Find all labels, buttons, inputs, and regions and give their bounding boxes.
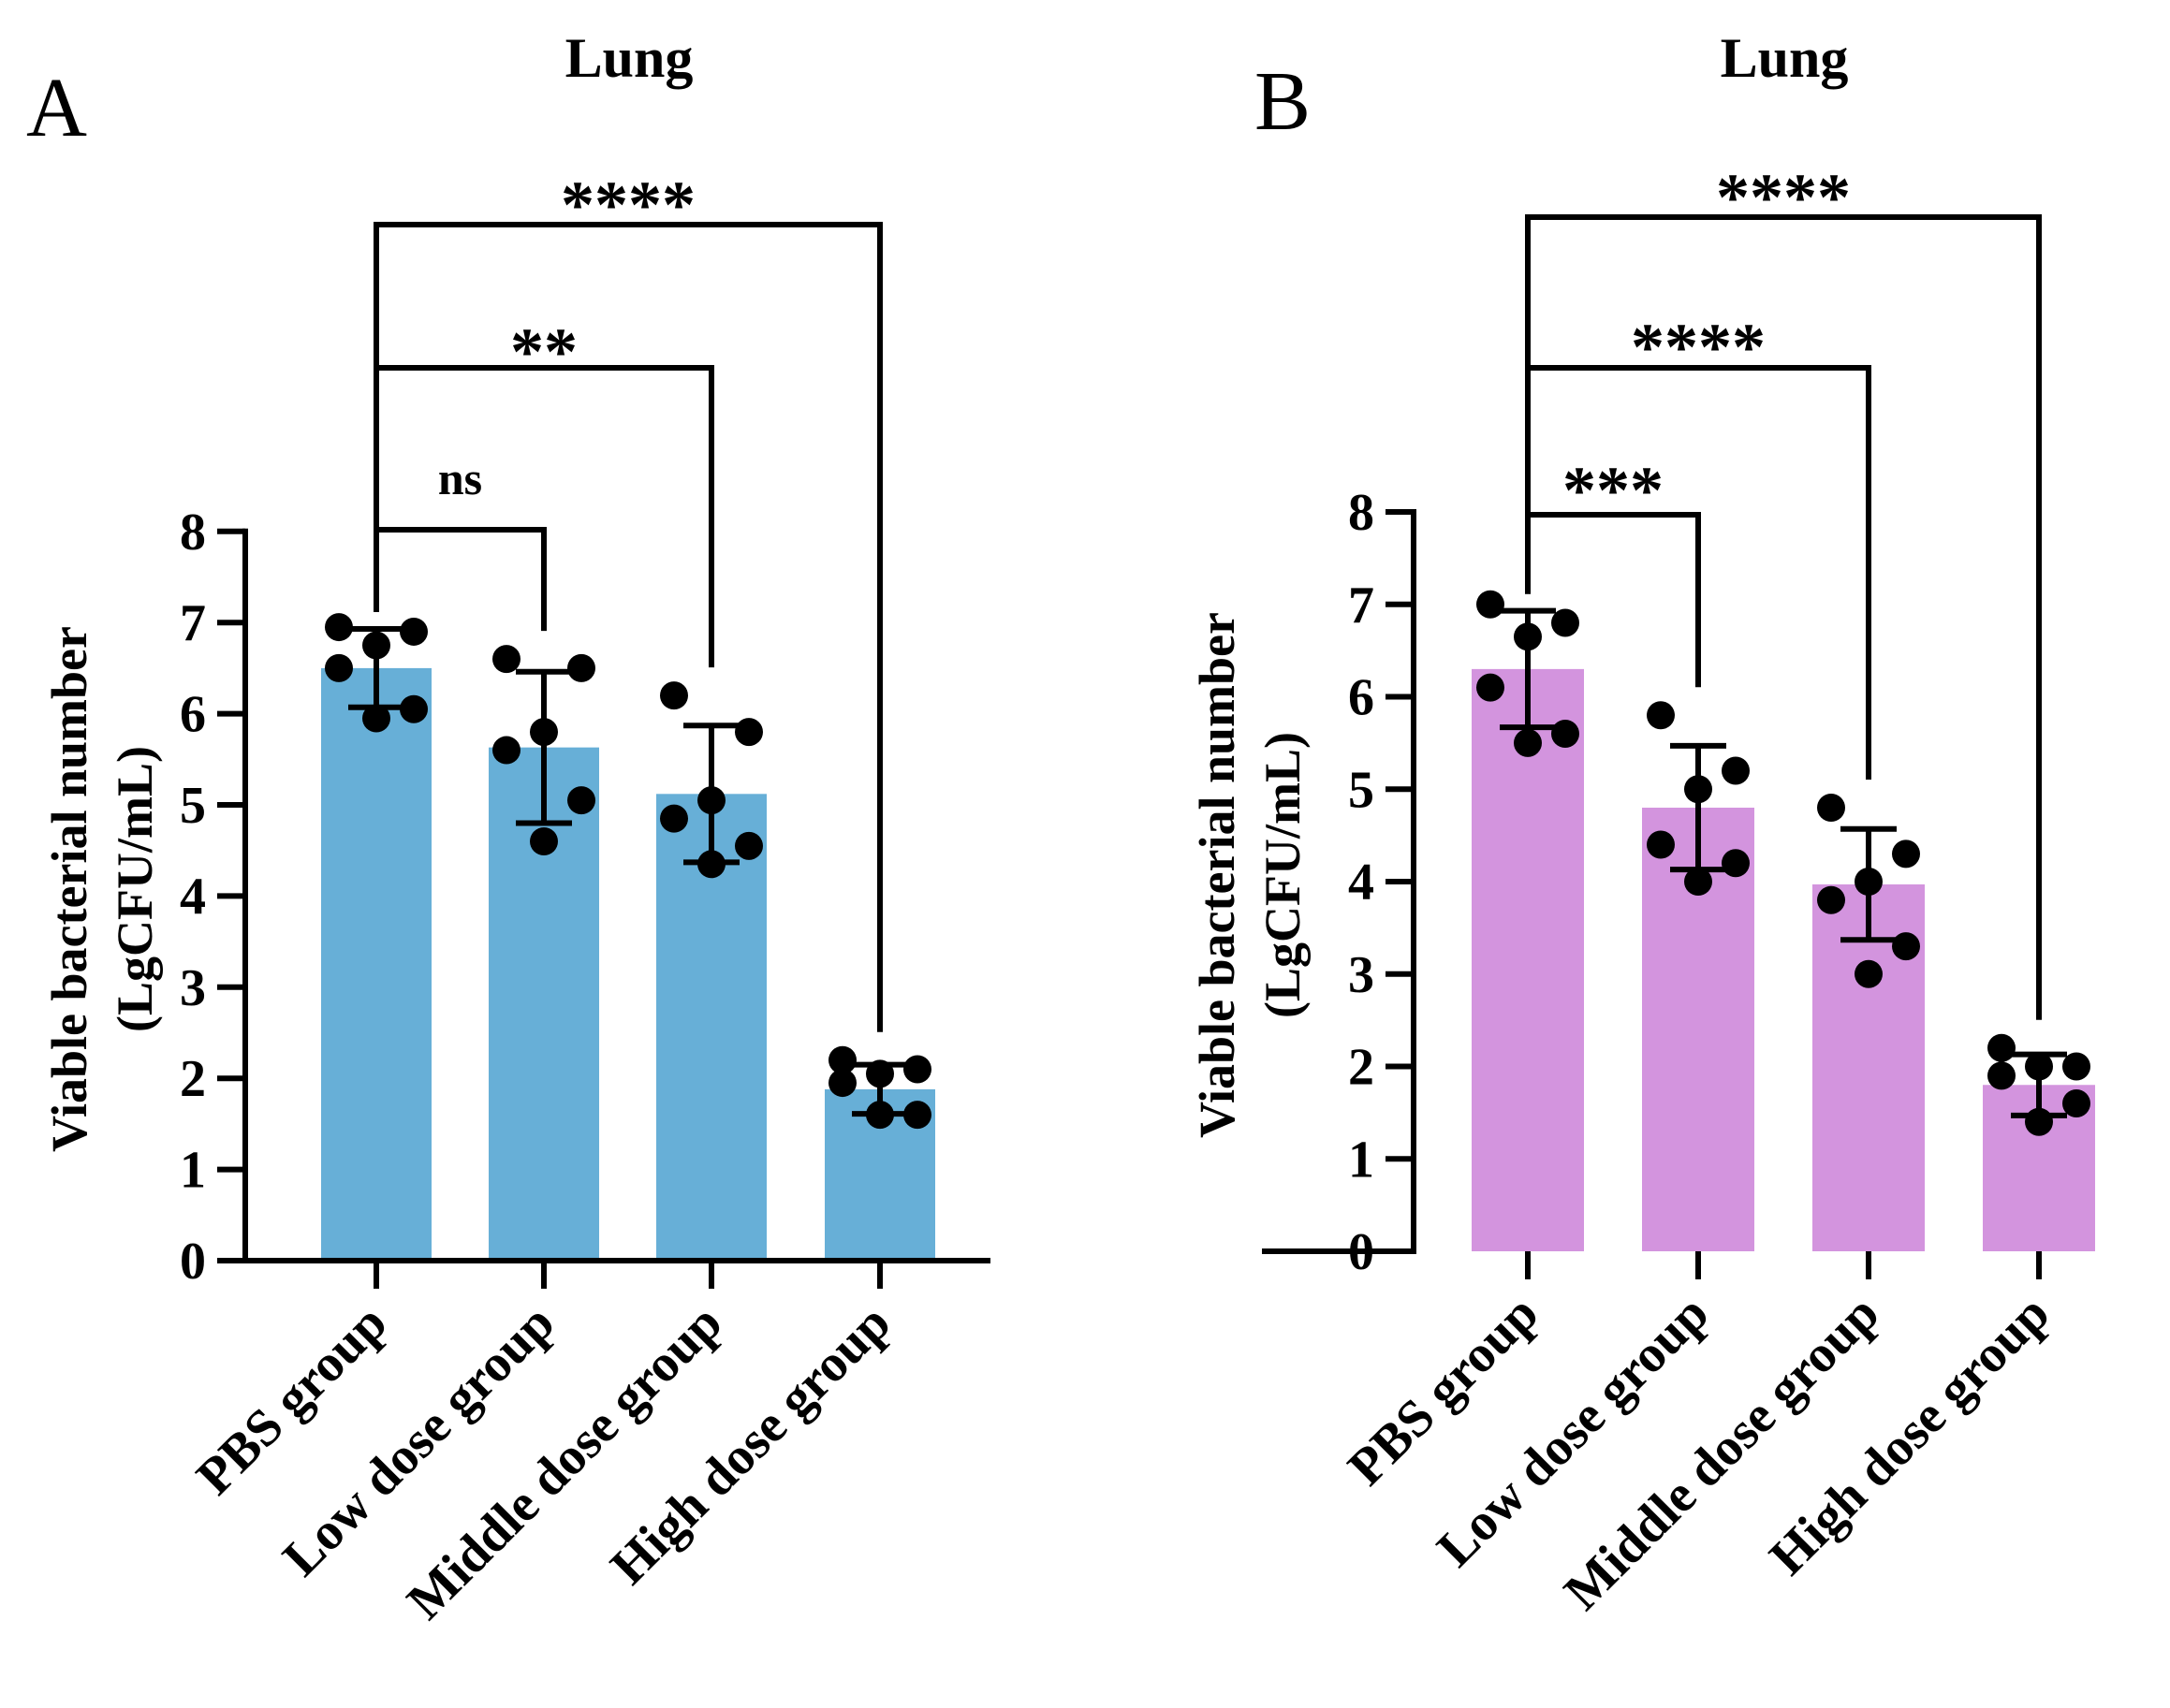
y-tick-label: 1	[1348, 1131, 1374, 1189]
data-point	[1684, 868, 1712, 896]
y-tick-label: 5	[180, 777, 206, 835]
x-tick-label: Middle dose group	[396, 1293, 733, 1630]
data-point	[1476, 590, 1504, 619]
data-point	[400, 617, 428, 646]
data-point	[1722, 756, 1750, 785]
data-point	[1647, 830, 1675, 859]
data-point	[567, 786, 595, 815]
data-point	[660, 681, 688, 710]
data-point	[362, 631, 390, 660]
data-point	[866, 1101, 894, 1130]
data-point	[1647, 701, 1675, 730]
data-point	[1476, 673, 1504, 702]
y-tick-label: 4	[1348, 854, 1374, 912]
data-point	[1817, 885, 1845, 914]
y-tick-label: 1	[180, 1142, 206, 1200]
data-point	[530, 826, 558, 855]
significance-label: ns	[438, 452, 482, 504]
data-point	[1514, 728, 1542, 757]
data-point	[828, 1069, 857, 1098]
data-point	[1817, 794, 1845, 822]
significance-bracket	[374, 527, 547, 632]
y-tick-label: 5	[1348, 761, 1374, 819]
y-tick-label: 8	[180, 504, 206, 562]
y-tick-label: 4	[180, 868, 206, 926]
x-tick-label: High dose group	[600, 1293, 902, 1596]
data-point	[1551, 720, 1579, 748]
chart-title: Lung	[1721, 27, 1849, 89]
data-point	[2062, 1052, 2090, 1081]
significance-label: ****	[1631, 310, 1766, 385]
data-point	[660, 804, 688, 833]
significance-label: ***	[1562, 453, 1664, 528]
significance-label: ****	[1716, 160, 1851, 235]
data-point	[1855, 959, 1883, 988]
data-point	[567, 653, 595, 682]
data-point	[530, 718, 558, 747]
data-point	[735, 831, 763, 860]
data-point	[697, 850, 726, 879]
data-point	[492, 736, 521, 765]
significance-label: ****	[561, 168, 696, 242]
y-tick-label: 0	[180, 1233, 206, 1291]
data-point	[735, 718, 763, 747]
data-point	[828, 1045, 857, 1074]
panel-letter: A	[26, 62, 87, 154]
y-tick-label: 3	[180, 959, 206, 1017]
y-axis-label: Viable bacterial number	[1189, 612, 1245, 1138]
panel-a: A Lung Viable bacterial number (LgCFU/mL…	[26, 27, 990, 1630]
bar	[321, 667, 432, 1261]
data-point	[1892, 839, 1920, 869]
y-tick-label: 6	[1348, 669, 1374, 727]
y-tick-label: 2	[1348, 1039, 1374, 1097]
panel-letter: B	[1254, 55, 1311, 148]
data-point	[1892, 932, 1920, 961]
chart-title: Lung	[565, 27, 694, 89]
data-point	[1684, 775, 1712, 804]
y-axis-unit: (LgCFU/mL)	[107, 746, 163, 1032]
data-point	[1722, 849, 1750, 878]
y-axis-unit: (LgCFU/mL)	[1254, 732, 1311, 1018]
data-point	[2025, 1107, 2053, 1136]
data-point	[1987, 1033, 2016, 1062]
data-point	[697, 786, 726, 815]
data-point	[400, 694, 428, 723]
data-point	[1987, 1061, 2016, 1090]
y-tick-label: 3	[1348, 946, 1374, 1004]
data-point	[492, 645, 521, 674]
data-point	[325, 613, 353, 642]
y-tick-label: 7	[180, 594, 206, 652]
data-point	[903, 1055, 931, 1084]
significance-bracket	[374, 222, 883, 1032]
y-tick-label: 7	[1348, 577, 1374, 635]
significance-bracket	[1525, 512, 1701, 688]
data-point	[325, 653, 353, 682]
data-point	[903, 1101, 931, 1130]
significance-bracket	[1525, 214, 2042, 1020]
data-point	[1514, 622, 1542, 651]
panel-b: B Lung Viable bacterial number (LgCFU/mL…	[1189, 27, 2095, 1621]
data-point	[362, 704, 390, 733]
data-point	[866, 1059, 894, 1088]
data-point	[2062, 1089, 2090, 1117]
y-axis-label: Viable bacterial number	[41, 626, 97, 1152]
y-tick-label: 6	[180, 686, 206, 744]
y-tick-label: 8	[1348, 484, 1374, 542]
y-tick-label: 2	[180, 1050, 206, 1108]
significance-label: **	[510, 314, 578, 389]
x-tick-label: Middle dose group	[1553, 1284, 1890, 1621]
bar	[1472, 668, 1584, 1251]
data-point	[2025, 1052, 2053, 1081]
data-point	[1551, 608, 1579, 637]
data-point	[1855, 868, 1883, 896]
